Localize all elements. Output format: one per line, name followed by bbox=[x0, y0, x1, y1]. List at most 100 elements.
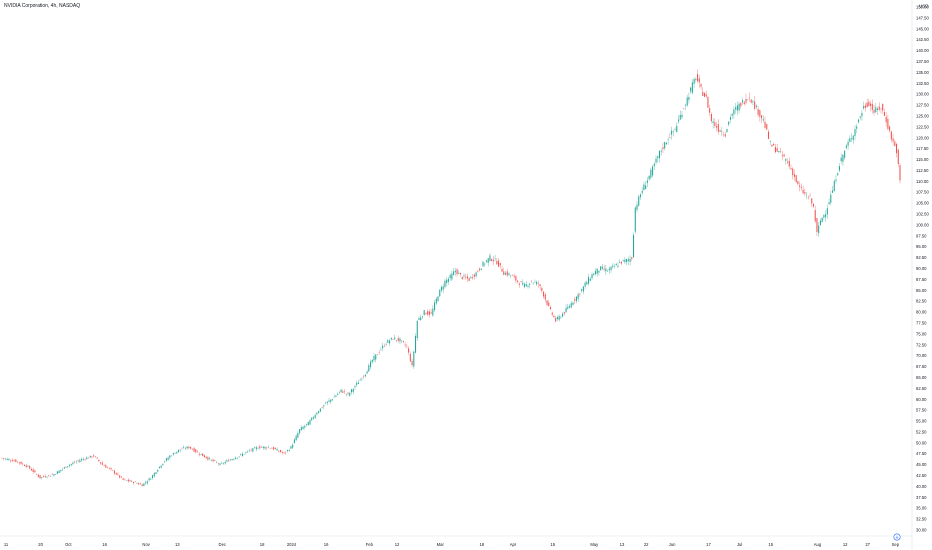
candle bbox=[58, 469, 60, 474]
candle bbox=[479, 267, 481, 272]
candle bbox=[184, 446, 186, 451]
candle bbox=[714, 118, 716, 129]
candle bbox=[899, 163, 901, 184]
candle bbox=[98, 459, 100, 463]
candle bbox=[444, 279, 446, 289]
candle bbox=[257, 446, 259, 449]
time-tick-label: 12 bbox=[395, 542, 400, 547]
candle bbox=[300, 425, 302, 432]
candle bbox=[392, 338, 394, 340]
candle bbox=[657, 155, 659, 163]
candle bbox=[74, 460, 76, 464]
price-tick-label: 107.50 bbox=[916, 190, 929, 195]
candle bbox=[84, 458, 86, 462]
candle bbox=[835, 175, 837, 184]
time-tick-label: 18 bbox=[479, 542, 484, 547]
candle bbox=[767, 129, 770, 140]
candle bbox=[733, 106, 735, 119]
candle bbox=[409, 351, 411, 363]
candle bbox=[117, 472, 119, 476]
candle bbox=[439, 289, 441, 298]
candle bbox=[39, 475, 41, 479]
time-tick-label: Oct bbox=[65, 542, 72, 547]
candle bbox=[622, 259, 624, 262]
candle bbox=[87, 457, 90, 459]
candle bbox=[671, 126, 673, 140]
candle bbox=[669, 132, 671, 139]
candle bbox=[198, 452, 200, 457]
candle bbox=[164, 460, 166, 464]
price-tick-label: 87.50 bbox=[916, 277, 927, 282]
candle bbox=[828, 198, 830, 205]
candle bbox=[93, 454, 95, 458]
candle bbox=[473, 273, 475, 280]
candle bbox=[897, 148, 899, 167]
candle bbox=[638, 194, 640, 207]
candle bbox=[857, 118, 860, 124]
candle bbox=[402, 340, 404, 343]
candle bbox=[252, 447, 254, 453]
candle bbox=[679, 110, 681, 120]
candle bbox=[119, 475, 121, 479]
price-tick-label: 110.00 bbox=[916, 179, 929, 184]
candle bbox=[131, 480, 133, 483]
currency-label: USD bbox=[919, 4, 929, 9]
candle bbox=[563, 311, 565, 316]
candle bbox=[572, 301, 574, 306]
time-tick-label: 20 bbox=[38, 542, 43, 547]
time-tick-label: 11 bbox=[4, 542, 9, 547]
candle bbox=[558, 314, 560, 322]
candle bbox=[650, 167, 652, 180]
candle bbox=[890, 130, 892, 143]
candle bbox=[475, 271, 477, 279]
candle bbox=[797, 180, 799, 186]
candle bbox=[461, 276, 463, 281]
candle bbox=[387, 338, 389, 343]
candle bbox=[148, 477, 150, 482]
candle bbox=[847, 138, 849, 150]
candle bbox=[738, 101, 740, 114]
candle bbox=[357, 379, 359, 385]
time-tick-label: 17 bbox=[706, 542, 711, 547]
candle bbox=[53, 473, 55, 477]
candle bbox=[389, 338, 391, 346]
candle bbox=[421, 315, 423, 319]
candle bbox=[702, 87, 704, 97]
candle bbox=[501, 265, 503, 272]
candle bbox=[480, 268, 482, 271]
candle bbox=[292, 443, 294, 450]
candle bbox=[203, 454, 205, 458]
candle bbox=[489, 253, 491, 262]
price-tick-label: 47.50 bbox=[916, 451, 927, 456]
candle bbox=[541, 286, 543, 294]
candle bbox=[577, 292, 579, 302]
time-tick-label: 13 bbox=[175, 542, 180, 547]
candle bbox=[312, 415, 314, 420]
candle bbox=[254, 446, 256, 449]
candle bbox=[451, 270, 453, 282]
candle bbox=[465, 273, 467, 280]
candle bbox=[299, 428, 301, 435]
candle bbox=[375, 354, 377, 363]
candle bbox=[672, 130, 674, 137]
candle bbox=[863, 101, 865, 110]
candle bbox=[221, 461, 223, 464]
candle bbox=[186, 445, 188, 450]
candle bbox=[826, 204, 828, 219]
candle bbox=[510, 274, 512, 279]
candle bbox=[588, 274, 590, 286]
time-tick-label: 15 bbox=[768, 542, 773, 547]
candle bbox=[748, 92, 751, 102]
candle bbox=[745, 93, 747, 105]
candle bbox=[330, 399, 332, 405]
candle bbox=[887, 114, 889, 131]
candle bbox=[247, 450, 249, 453]
candle bbox=[107, 466, 109, 469]
candle bbox=[607, 269, 609, 272]
candle bbox=[660, 148, 662, 156]
candle bbox=[25, 464, 27, 469]
candle bbox=[584, 280, 586, 290]
goto-realtime-button[interactable] bbox=[893, 533, 901, 541]
candle bbox=[160, 465, 162, 469]
